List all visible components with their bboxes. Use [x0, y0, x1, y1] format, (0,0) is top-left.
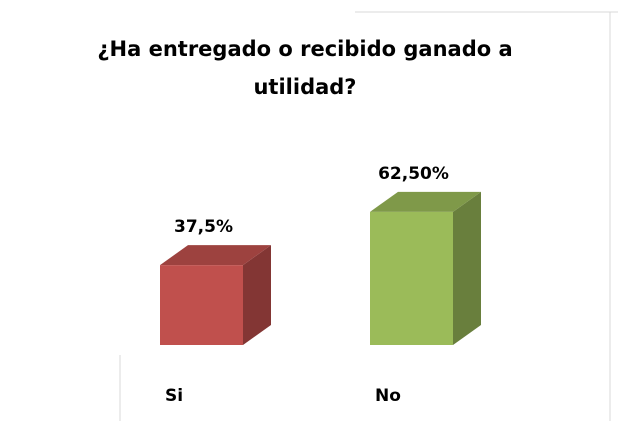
- bar-top: [370, 191, 481, 212]
- x-tick-label: Si: [165, 386, 183, 406]
- bar-front: [160, 265, 243, 345]
- bar-top: [160, 245, 271, 266]
- bar-front: [370, 211, 453, 345]
- data-label: 37,5%: [174, 217, 233, 237]
- data-label: 62,50%: [378, 164, 449, 184]
- bar-side: [243, 245, 271, 345]
- bar: [370, 191, 481, 345]
- bar: [160, 245, 271, 345]
- x-tick-label: No: [375, 386, 401, 406]
- bar-side: [453, 191, 481, 345]
- chart-title: ¿Ha entregado o recibido ganado a utilid…: [97, 37, 513, 99]
